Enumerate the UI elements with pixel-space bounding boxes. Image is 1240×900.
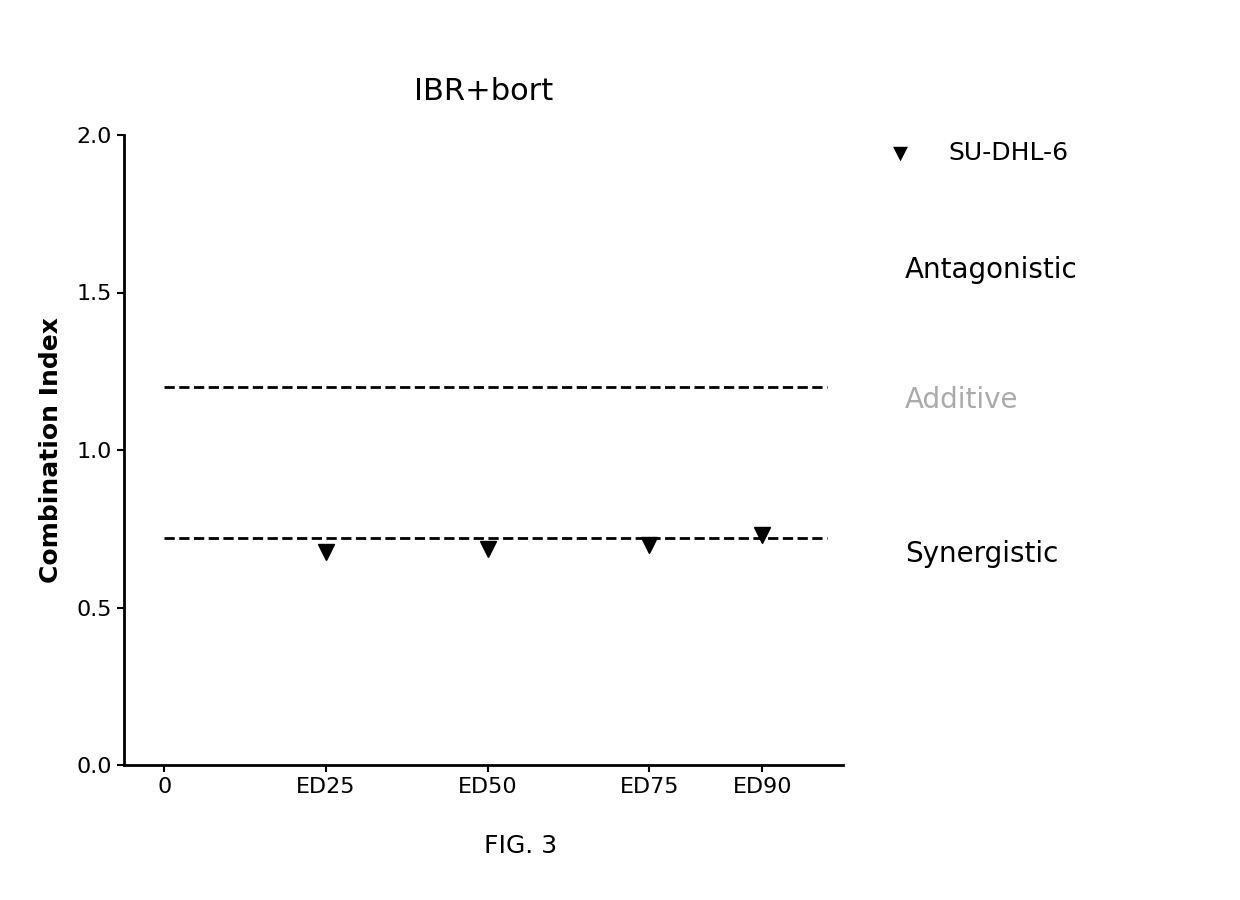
Text: Additive: Additive [905,386,1019,415]
Text: SU-DHL-6: SU-DHL-6 [949,141,1069,165]
Y-axis label: Combination Index: Combination Index [38,317,63,583]
Title: IBR+bort: IBR+bort [414,77,553,106]
Text: FIG. 3: FIG. 3 [485,834,557,858]
Text: ▼: ▼ [893,143,908,163]
Text: Synergistic: Synergistic [905,539,1059,568]
Text: Antagonistic: Antagonistic [905,256,1078,284]
